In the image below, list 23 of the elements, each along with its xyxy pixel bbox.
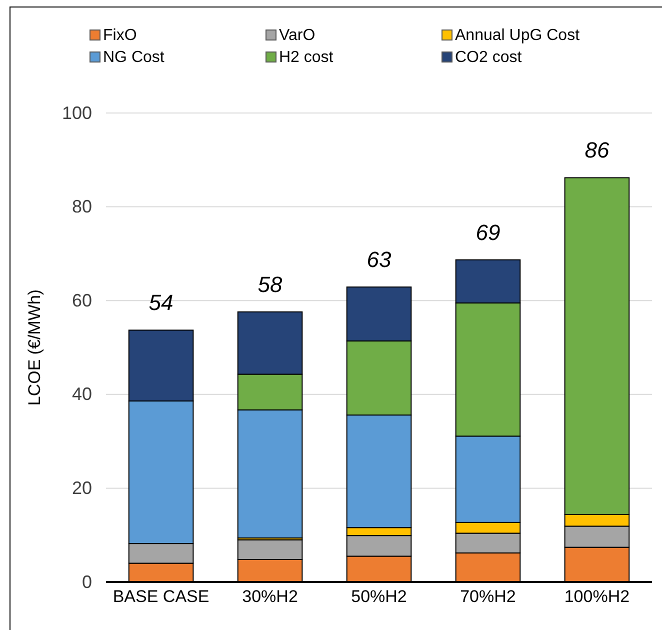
x-tick-label: 30%H2 xyxy=(242,587,298,606)
y-tick-label: 60 xyxy=(72,290,92,310)
y-tick-label: 0 xyxy=(82,572,92,592)
legend-label: H2 cost xyxy=(279,49,334,66)
x-tick-label: BASE CASE xyxy=(112,587,210,606)
x-tick-label: 70%H2 xyxy=(460,587,516,606)
y-tick-label: 100 xyxy=(62,102,92,123)
y-tick-label: 80 xyxy=(72,196,92,217)
legend-label: FixO xyxy=(103,27,137,44)
x-tick-label: 100%H2 xyxy=(564,587,630,606)
total-label: 58 xyxy=(258,272,284,297)
y-tick-label: 40 xyxy=(72,384,92,404)
legend-label: Annual UpG Cost xyxy=(455,27,580,44)
legend-label: NG Cost xyxy=(103,49,165,66)
total-label: 63 xyxy=(366,247,392,272)
legend-label: CO2 cost xyxy=(455,49,522,66)
total-label: 86 xyxy=(584,138,610,163)
x-tick-label: 50%H2 xyxy=(351,587,407,606)
legend-label: VarO xyxy=(279,27,316,44)
total-label: 54 xyxy=(148,290,174,316)
y-axis-title: LCOE (€/MWh) xyxy=(25,289,44,406)
total-label: 69 xyxy=(476,220,500,245)
y-tick-label: 20 xyxy=(72,478,92,498)
